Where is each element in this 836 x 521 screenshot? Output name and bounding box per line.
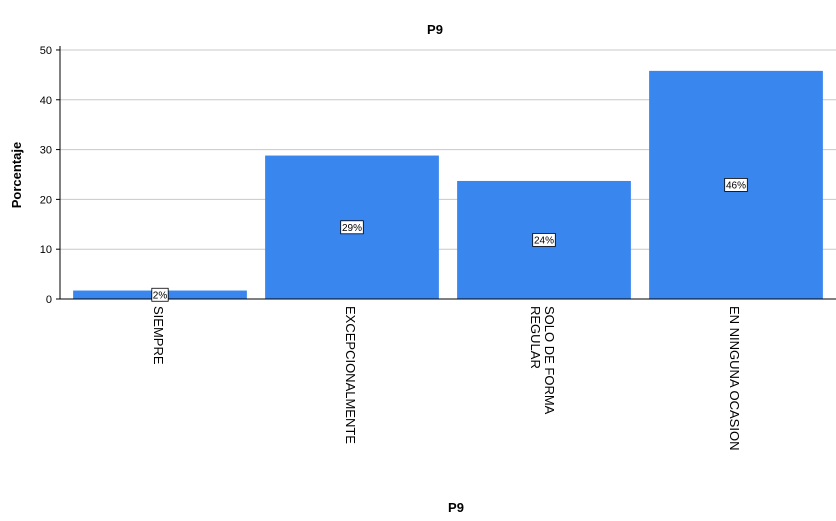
category-label: SIEMPRE — [151, 306, 166, 365]
y-tick-label: 40 — [40, 95, 52, 107]
bars — [73, 70, 823, 299]
category-label: EXCEPCIONALMENTE — [343, 306, 358, 444]
category-label: EN NINGUNA OCASION — [727, 306, 742, 450]
data-label-box — [151, 287, 169, 302]
y-tick-label: 50 — [40, 45, 52, 57]
y-tick-label: 20 — [40, 194, 52, 206]
data-label: 29% — [342, 223, 362, 234]
data-label: 2% — [153, 290, 168, 301]
data-label-box — [532, 233, 556, 247]
y-tick-label: 30 — [40, 145, 52, 157]
axes — [56, 46, 836, 300]
data-label: 46% — [726, 180, 746, 191]
data-label-box — [340, 220, 364, 235]
data-label: 24% — [534, 235, 554, 246]
x-axis-title: P9 — [448, 500, 464, 515]
y-tick-label: 0 — [46, 294, 52, 306]
chart-title: P9 — [427, 22, 443, 37]
y-axis-title: Porcentaje — [9, 142, 24, 208]
labels: 0 10 20 30 40 50 2% SIEMPRE 29% EXCEPCIONALMENTE 2… — [40, 45, 748, 450]
category-label: REGULAR — [528, 306, 543, 369]
y-tick-label: 10 — [40, 244, 52, 256]
data-label-box — [724, 178, 748, 192]
category-label: SOLO DE FORMA — [542, 306, 557, 415]
